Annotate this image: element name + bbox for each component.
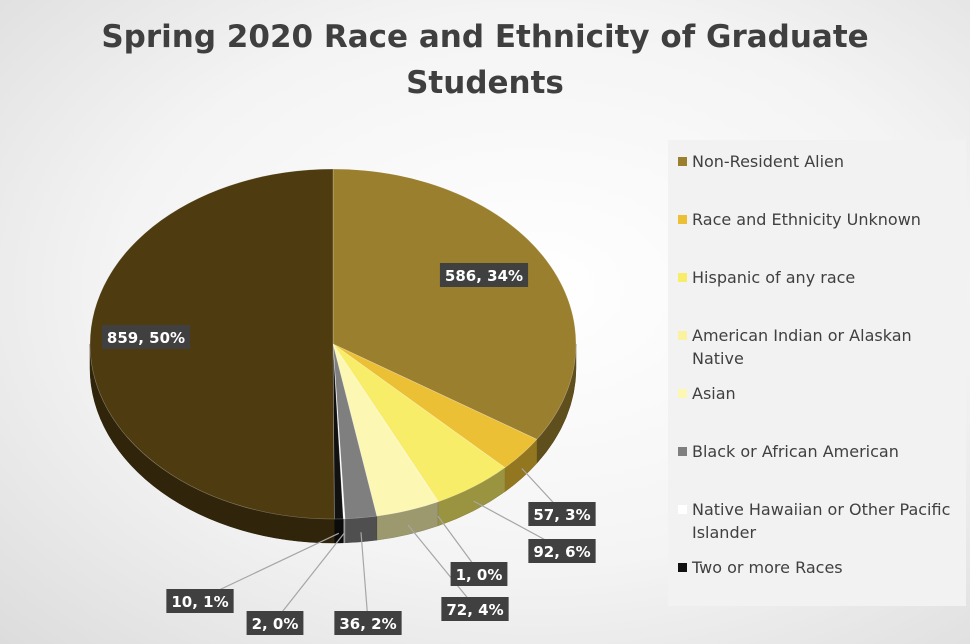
data-label: 57, 3%	[528, 502, 596, 526]
chart-title: Spring 2020 Race and Ethnicity of Gradua…	[101, 19, 869, 101]
data-label-text: 859, 50%	[107, 329, 185, 347]
data-label: 10, 1%	[166, 589, 234, 613]
pie-slice-side	[342, 518, 346, 544]
legend-label: Black or African American	[692, 442, 899, 461]
legend-item: Race and Ethnicity Unknown	[678, 208, 964, 231]
legend-item: Two or more Races	[678, 556, 964, 579]
data-label: 72, 4%	[441, 597, 509, 621]
legend-item: American Indian or Alaskan Native	[678, 324, 964, 370]
data-label-box	[439, 263, 529, 287]
legend-swatch	[678, 157, 687, 166]
data-label: 1, 0%	[450, 562, 508, 586]
data-label-box	[441, 597, 509, 621]
leader-line	[199, 532, 340, 600]
legend-label: American Indian or Alaskan Native	[692, 326, 912, 368]
legend-swatch	[678, 389, 687, 398]
pie-slice	[332, 343, 346, 520]
data-label-text: 1, 0%	[456, 566, 503, 584]
legend-label: Hispanic of any race	[692, 268, 856, 287]
pie-slice	[332, 343, 344, 520]
legend-label: Non-Resident Alien	[692, 152, 845, 171]
data-label-text: 2, 0%	[252, 615, 299, 633]
legend-swatch	[678, 563, 687, 572]
data-label-box	[166, 589, 234, 613]
legend-item: Black or African American	[678, 440, 964, 463]
pie-slice	[332, 343, 538, 469]
pie-slice	[332, 343, 506, 503]
legend-item: Non-Resident Alien	[678, 150, 964, 173]
legend-item: Asian	[678, 382, 964, 405]
data-label-text: 36, 2%	[339, 615, 396, 633]
data-label-box	[101, 325, 191, 349]
legend-label: Asian	[692, 384, 736, 403]
legend-swatch	[678, 447, 687, 456]
data-label: 36, 2%	[334, 611, 402, 635]
legend-label: Native Hawaiian or Other Pacific Islande…	[692, 500, 951, 542]
data-label-box	[528, 539, 596, 563]
data-label-box	[246, 611, 304, 635]
legend-swatch	[678, 505, 687, 514]
pie-slice	[332, 343, 378, 520]
legend-swatch	[678, 215, 687, 224]
data-label: 92, 6%	[528, 539, 596, 563]
data-label-text: 72, 4%	[446, 601, 503, 619]
pie-slice-side	[89, 343, 335, 544]
data-label-text: 57, 3%	[533, 506, 590, 524]
legend-swatch	[678, 273, 687, 282]
data-label: 859, 50%	[101, 325, 191, 349]
pie-slice	[332, 168, 577, 440]
data-label-box	[528, 502, 596, 526]
legend-label: Race and Ethnicity Unknown	[692, 210, 921, 229]
data-label-box	[450, 562, 508, 586]
legend: Non-Resident Alien Race and Ethnicity Un…	[668, 140, 966, 606]
data-label-box	[334, 611, 402, 635]
data-label: 2, 0%	[246, 611, 304, 635]
data-label: 586, 34%	[439, 263, 529, 287]
leader-line	[407, 524, 476, 608]
pie-slice	[89, 168, 335, 520]
legend-item: Hispanic of any race	[678, 266, 964, 289]
legend-swatch	[678, 331, 687, 340]
data-label-text: 92, 6%	[533, 543, 590, 561]
leader-line	[360, 532, 369, 622]
data-label-text: 10, 1%	[171, 593, 228, 611]
pie-slice	[332, 343, 439, 503]
data-label-text: 586, 34%	[445, 267, 523, 285]
leader-line	[274, 532, 345, 622]
legend-label: Two or more Races	[692, 558, 843, 577]
legend-item: Native Hawaiian or Other Pacific Islande…	[678, 498, 964, 544]
pie-slice	[332, 343, 439, 517]
